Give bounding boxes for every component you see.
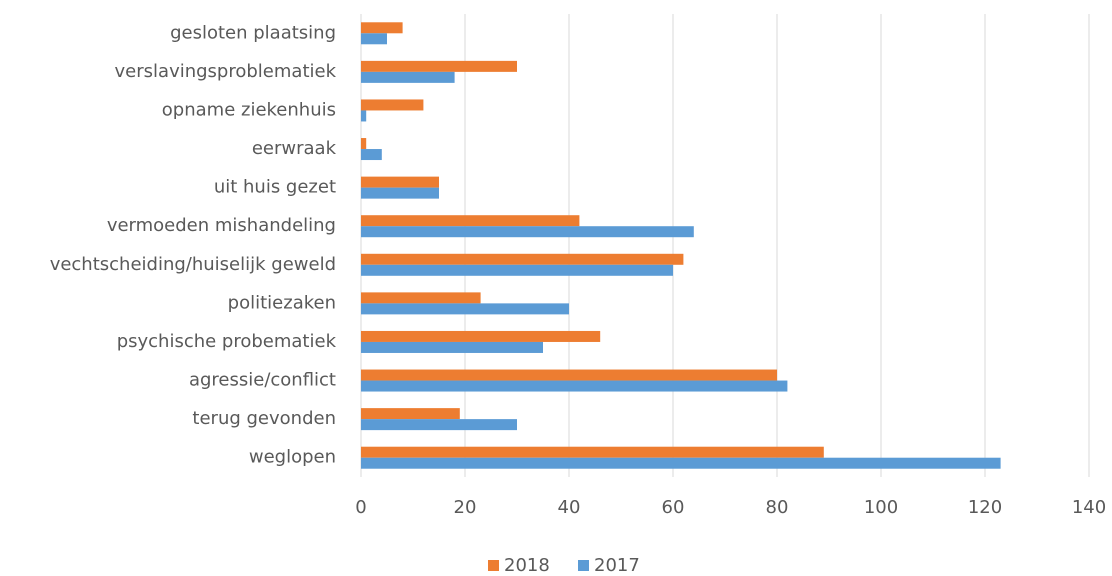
x-tick-label: 0	[355, 497, 366, 518]
bar	[361, 446, 824, 458]
x-tick-label: 140	[1072, 497, 1106, 518]
x-tick-label: 20	[454, 497, 477, 518]
bar	[361, 292, 481, 304]
bar	[361, 22, 403, 34]
x-tick-label: 120	[968, 497, 1002, 518]
legend-label: 2017	[594, 555, 640, 576]
bar	[361, 303, 569, 315]
y-tick-label: weglopen	[249, 447, 336, 468]
bar	[361, 138, 367, 150]
x-tick-label: 100	[864, 497, 898, 518]
bar	[361, 71, 455, 83]
bar	[361, 330, 601, 342]
y-tick-label: uit huis gezet	[214, 177, 336, 198]
bar	[361, 380, 788, 392]
legend-swatch	[578, 560, 589, 571]
bar	[361, 176, 439, 188]
y-tick-label: vechtscheiding/huiselijk geweld	[50, 254, 336, 275]
bar	[361, 341, 543, 353]
x-tick-label: 40	[558, 497, 581, 518]
bar	[361, 110, 367, 122]
x-tick-label: 60	[662, 497, 685, 518]
bar	[361, 99, 424, 111]
x-tick-label: 80	[766, 497, 789, 518]
y-tick-label: politiezaken	[228, 292, 336, 313]
bar	[361, 369, 777, 381]
bar	[361, 60, 517, 72]
y-tick-label: vermoeden mishandeling	[107, 215, 336, 236]
bar	[361, 264, 673, 276]
bar	[361, 408, 460, 420]
bar	[361, 215, 580, 227]
y-tick-label: verslavingsproblematiek	[115, 61, 337, 82]
y-tick-label: opname ziekenhuis	[162, 99, 336, 120]
bar	[361, 419, 517, 431]
bar	[361, 226, 694, 238]
y-tick-label: eerwraak	[252, 138, 337, 159]
y-tick-label: psychische probematiek	[117, 331, 337, 352]
y-tick-label: gesloten plaatsing	[170, 22, 336, 43]
bar	[361, 457, 1001, 469]
y-tick-label: agressie/conflict	[189, 370, 336, 391]
bar	[361, 187, 439, 199]
bar	[361, 149, 382, 161]
legend-label: 2018	[504, 555, 550, 576]
bar	[361, 253, 684, 265]
y-tick-label: terug gevonden	[192, 408, 336, 429]
legend-swatch	[488, 560, 499, 571]
bar	[361, 33, 387, 45]
